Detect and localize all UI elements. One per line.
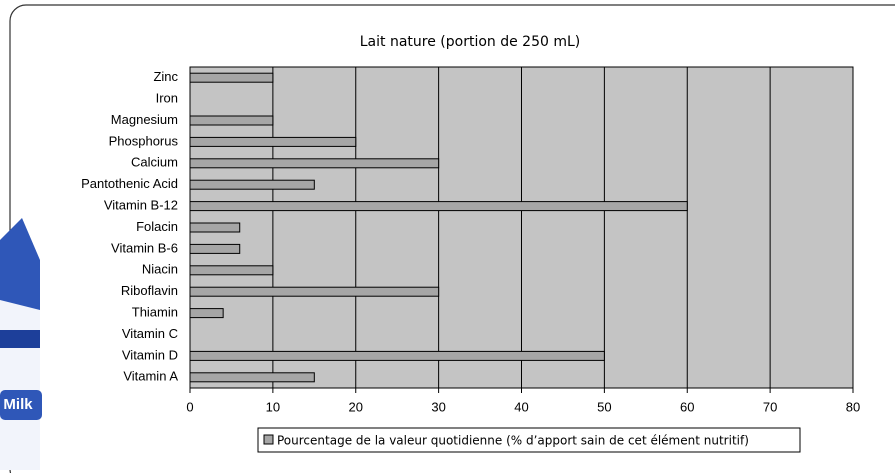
legend-label: Pourcentage de la valeur quotidienne (% … <box>277 434 749 448</box>
x-tick-label: 50 <box>597 399 611 414</box>
bar <box>190 223 240 232</box>
x-tick-label: 10 <box>266 399 280 414</box>
bar <box>190 309 223 318</box>
y-tick-label: Zinc <box>153 69 178 84</box>
bar <box>190 244 240 253</box>
bar <box>190 202 687 211</box>
x-tick-label: 80 <box>846 399 860 414</box>
x-tick-label: 0 <box>186 399 193 414</box>
bar <box>190 373 314 382</box>
x-tick-label: 30 <box>431 399 445 414</box>
bar <box>190 180 314 189</box>
y-tick-label: Phosphorus <box>109 133 179 148</box>
bar <box>190 159 439 168</box>
y-tick-label: Vitamin B-6 <box>111 240 178 255</box>
y-tick-label: Vitamin D <box>122 347 178 362</box>
chart-title: Lait nature (portion de 250 mL) <box>360 34 581 50</box>
x-tick-label: 70 <box>763 399 777 414</box>
bar <box>190 266 273 275</box>
y-tick-label: Riboflavin <box>121 283 178 298</box>
y-tick-label: Pantothenic Acid <box>81 176 178 191</box>
legend-swatch <box>264 435 273 444</box>
bar <box>190 73 273 82</box>
y-tick-label: Vitamin C <box>122 326 178 341</box>
y-tick-label: Calcium <box>131 155 178 170</box>
y-tick-label: Niacin <box>142 262 178 277</box>
chart: Milk Lait nature (portion de 250 mL) 0 10… <box>0 0 895 473</box>
bar <box>190 137 356 146</box>
carton-label: Milk <box>3 396 33 413</box>
bar <box>190 116 273 125</box>
y-tick-label: Magnesium <box>111 112 178 127</box>
y-tick-label: Iron <box>156 91 178 106</box>
milk-carton: Milk <box>0 218 42 470</box>
y-tick-label: Thiamin <box>132 305 178 320</box>
x-tick-label: 40 <box>514 399 528 414</box>
y-tick-label: Vitamin A <box>123 369 178 384</box>
page: {"chart_data": {"type": "bar", "orientat… <box>0 0 895 473</box>
y-tick-label: Folacin <box>136 219 178 234</box>
bar <box>190 287 439 296</box>
x-tick-label: 60 <box>680 399 694 414</box>
x-tick-label: 20 <box>349 399 363 414</box>
y-tick-label: Vitamin B-12 <box>104 198 178 213</box>
bar <box>190 351 604 360</box>
